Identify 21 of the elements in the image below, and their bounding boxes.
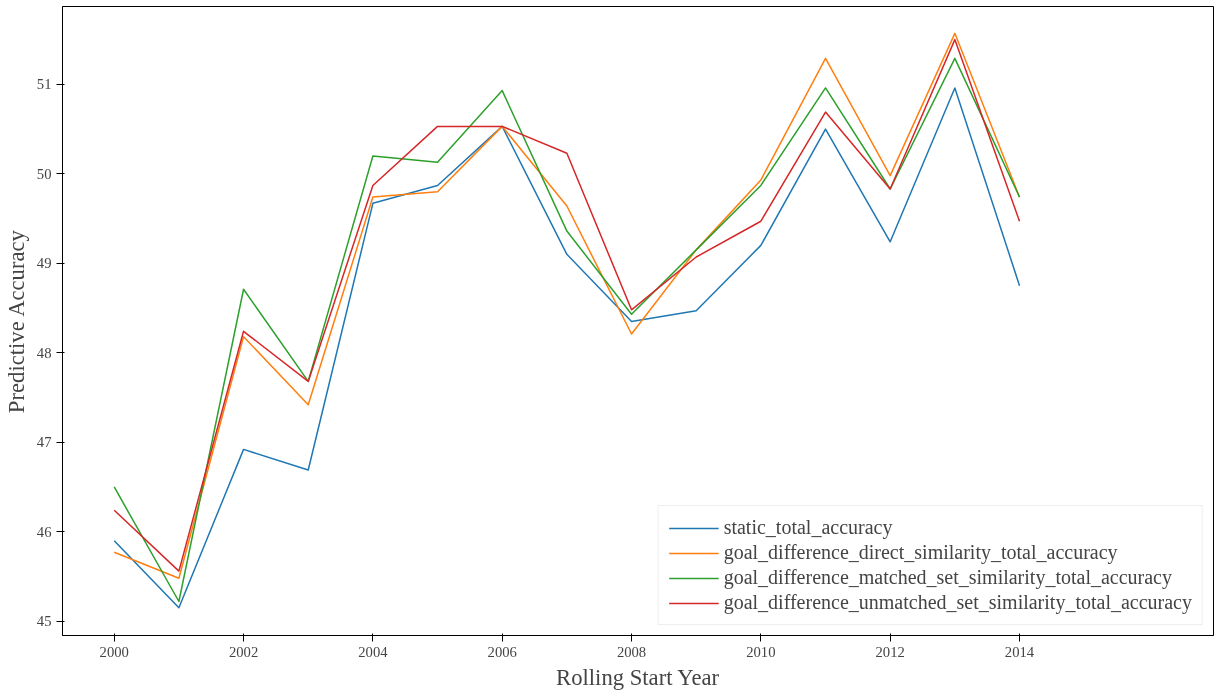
legend-label: goal_difference_direct_similarity_total_accuracy bbox=[723, 541, 1118, 564]
y-tick-label: 46 bbox=[36, 523, 52, 540]
y-axis-title: Predictive Accuracy bbox=[3, 229, 29, 414]
y-tick-label: 48 bbox=[36, 344, 52, 361]
x-tick-label: 2012 bbox=[875, 643, 905, 660]
x-tick-label: 2008 bbox=[616, 643, 647, 660]
legend-label: static_total_accuracy bbox=[723, 516, 893, 539]
y-tick-label: 50 bbox=[36, 165, 52, 182]
x-tick-label: 2002 bbox=[228, 643, 259, 660]
legend-label: goal_difference_unmatched_set_similarity_total_accuracy bbox=[723, 591, 1192, 614]
x-axis-title: Rolling Start Year bbox=[556, 664, 720, 690]
x-tick-label: 2006 bbox=[487, 643, 517, 660]
x-tick-label: 2000 bbox=[99, 643, 129, 660]
legend-label: goal_difference_matched_set_similarity_total_accuracy bbox=[723, 566, 1172, 589]
y-tick-label: 45 bbox=[36, 613, 52, 630]
x-tick-label: 2004 bbox=[358, 643, 389, 660]
y-tick-label: 51 bbox=[36, 76, 52, 93]
x-tick-label: 2014 bbox=[1004, 643, 1035, 660]
y-tick-label: 47 bbox=[36, 434, 52, 451]
x-tick-label: 2010 bbox=[746, 643, 776, 660]
y-tick-label: 49 bbox=[36, 255, 52, 272]
